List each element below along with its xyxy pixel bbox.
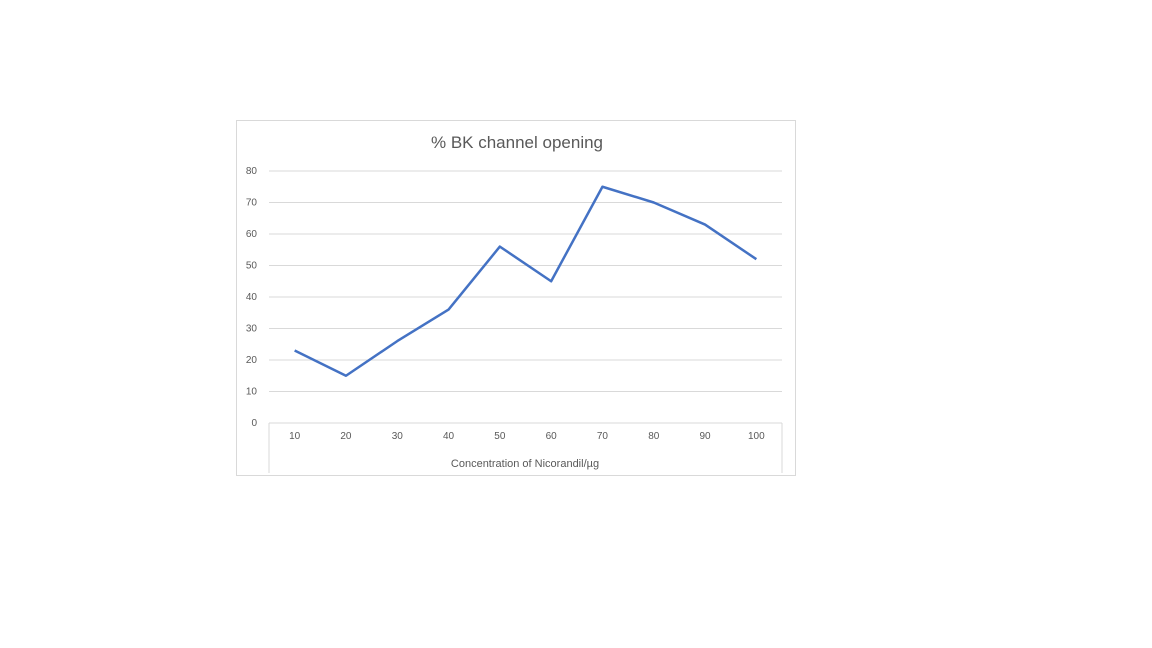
y-tick-label: 80: [246, 166, 258, 177]
y-tick-label: 20: [246, 355, 258, 366]
x-tick-label: 40: [443, 431, 455, 442]
y-tick-label: 10: [246, 387, 258, 398]
x-tick-label: 50: [494, 431, 506, 442]
x-tick-label: 60: [546, 431, 558, 442]
x-tick-label: 100: [748, 431, 765, 442]
x-axis-title: Concentration of Nicorandil/µg: [451, 458, 599, 470]
x-tick-label: 70: [597, 431, 609, 442]
x-tick-label: 80: [648, 431, 660, 442]
chart-frame: % BK channel opening 0 10 20 30 40 50 60 70 80 1…: [236, 120, 796, 476]
chart-title: % BK channel opening: [430, 133, 604, 152]
x-tick-label: 90: [699, 431, 711, 442]
y-tick-label: 60: [246, 229, 258, 240]
y-tick-label: 30: [246, 324, 258, 335]
x-tick-label: 30: [392, 431, 404, 442]
y-tick-label: 70: [246, 198, 258, 209]
x-tick-label: 10: [289, 431, 301, 442]
x-tick-label: 20: [340, 431, 352, 442]
y-tick-label: 50: [246, 261, 258, 272]
y-tick-label: 0: [251, 418, 257, 429]
y-tick-label: 40: [246, 292, 258, 303]
series-line: [294, 185, 758, 377]
